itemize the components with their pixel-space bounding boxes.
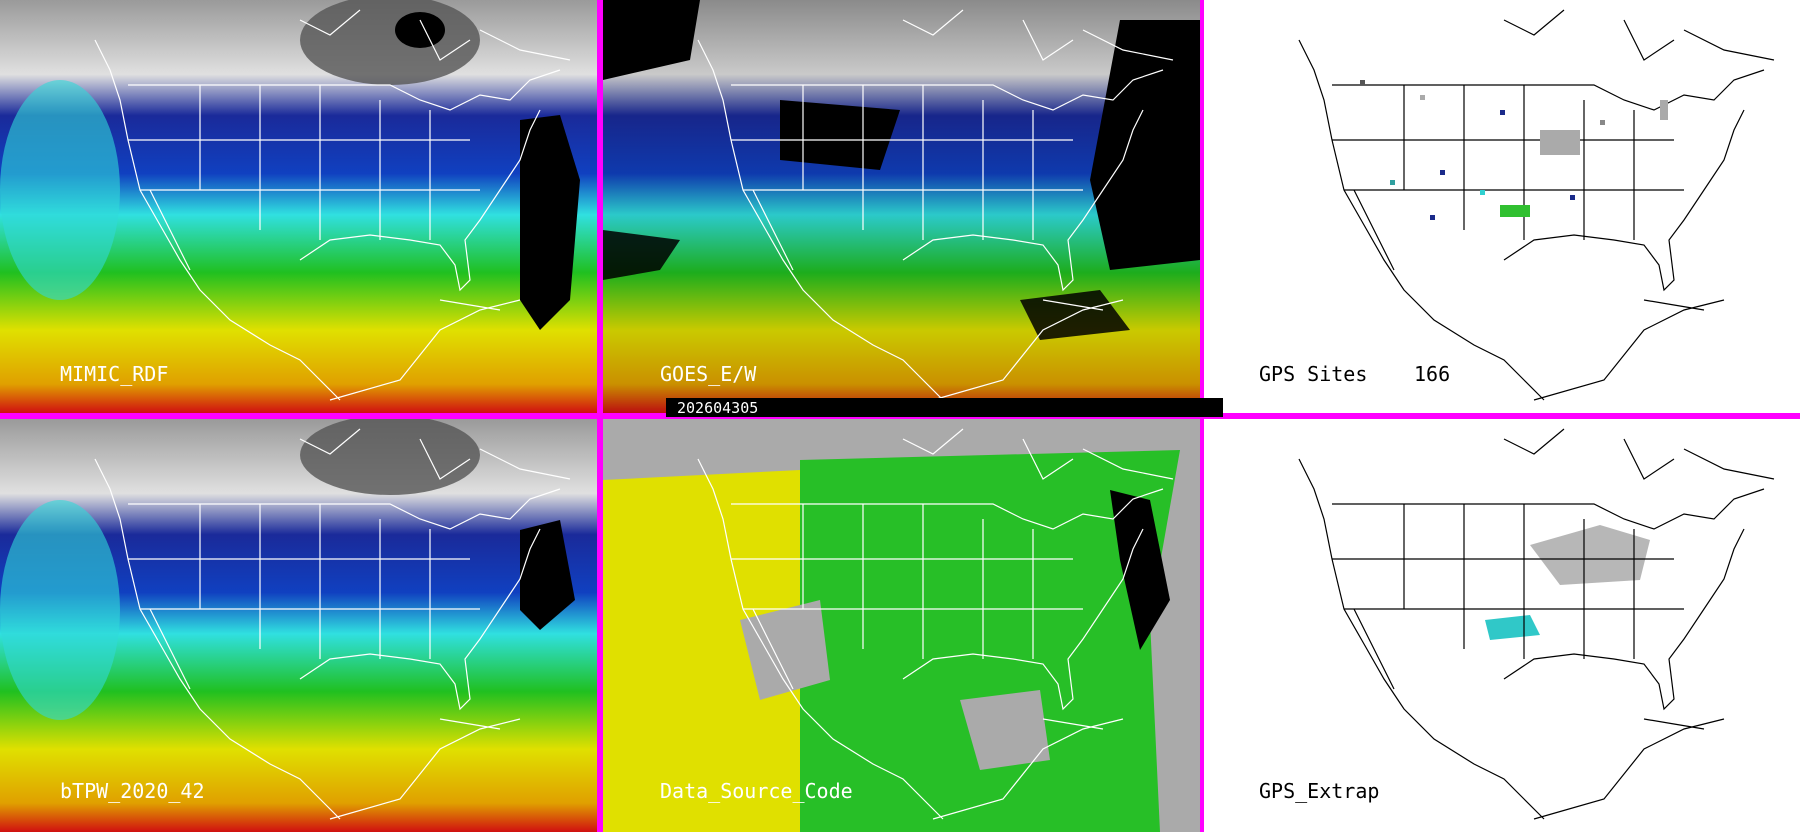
- panel-data-source: [603, 419, 1200, 832]
- timestamp-bar: [666, 398, 1223, 417]
- panel-gps-extrap: [1204, 419, 1800, 832]
- panel-mimic: [0, 0, 597, 413]
- panel-label: Data_Source_Code: [660, 779, 853, 803]
- panel-label: MIMIC_RDF: [60, 362, 168, 386]
- panel-label: GPS Sites: [1259, 362, 1367, 386]
- panel-btpw: [0, 415, 597, 832]
- panel-label: GPS_Extrap: [1259, 779, 1379, 803]
- timestamp: 202604305: [677, 399, 758, 417]
- panel-gps-sites: [1204, 0, 1800, 413]
- site-count: 166: [1414, 362, 1450, 386]
- imagery: [603, 470, 800, 832]
- panel-label: GOES_E/W: [660, 362, 757, 386]
- gps-site-markers: [1360, 80, 1668, 220]
- panel-label: bTPW_2020_42: [60, 779, 205, 803]
- panel-goes: [603, 0, 1200, 413]
